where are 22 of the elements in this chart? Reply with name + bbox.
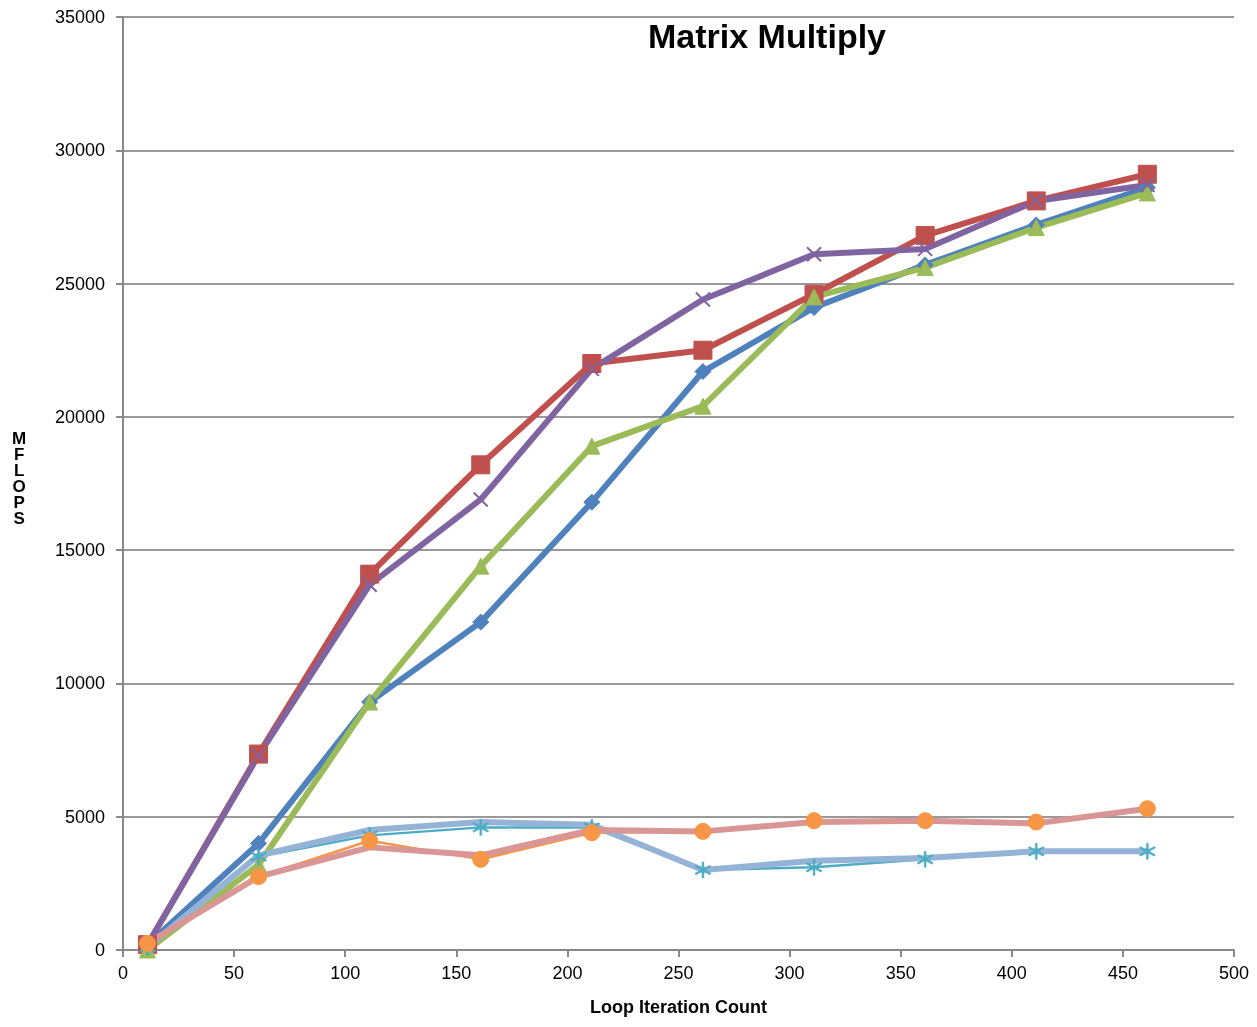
x-tick-label: 500 xyxy=(1218,963,1250,983)
y-tick-label: 30000 xyxy=(54,140,105,161)
x-axis-title: Loop Iteration Count xyxy=(590,997,767,1017)
y-tick-label: 35000 xyxy=(54,7,105,27)
x-tick-label: 250 xyxy=(663,963,694,983)
x-tick-label: 150 xyxy=(441,963,472,983)
x-tick-label: 50 xyxy=(224,963,245,983)
x-tick-label: 0 xyxy=(117,963,129,983)
x-tick-label: 200 xyxy=(552,963,583,983)
y-axis-title: MFLOPS xyxy=(11,429,27,528)
y-tick-label: 10000 xyxy=(54,673,105,694)
chart-title: Matrix Multiply xyxy=(647,17,887,55)
y-tick-label: 15000 xyxy=(54,540,105,561)
x-tick-label: 100 xyxy=(330,963,361,983)
x-tick-label: 400 xyxy=(996,963,1027,983)
y-tick-label: 25000 xyxy=(54,273,105,294)
y-tick-label: 20000 xyxy=(54,406,105,427)
x-tick-label: 450 xyxy=(1107,963,1138,983)
y-tick-label: 0 xyxy=(94,940,105,960)
y-tick-label: 5000 xyxy=(64,806,105,827)
x-tick-label: 350 xyxy=(885,963,916,983)
x-tick-label: 300 xyxy=(774,963,805,983)
